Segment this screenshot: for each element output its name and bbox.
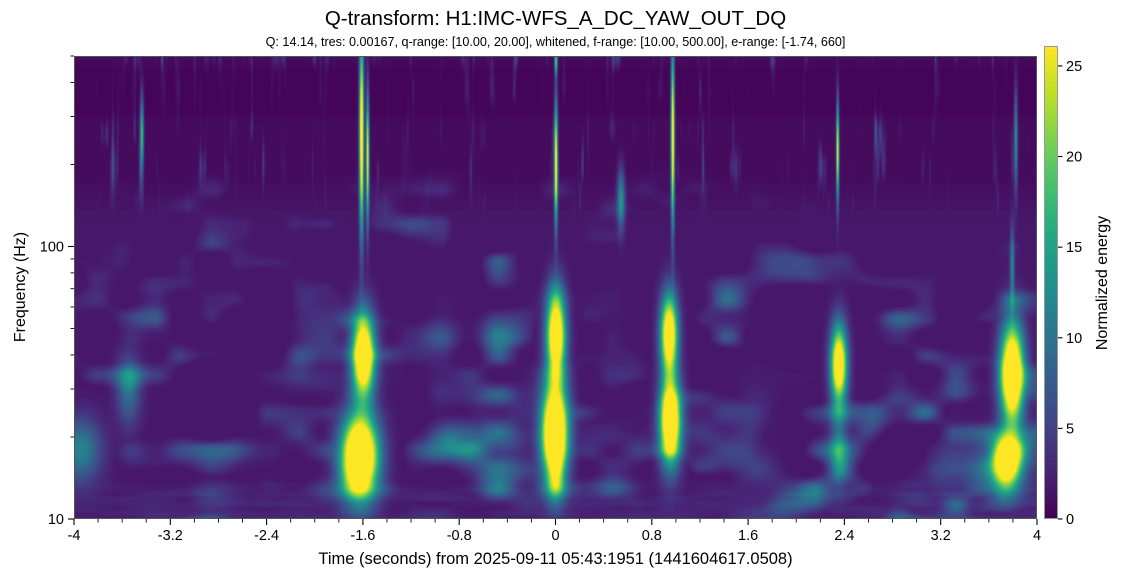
x-tick-label: -4 bbox=[68, 528, 81, 544]
colorbar-tick-label: 15 bbox=[1066, 240, 1082, 256]
x-tick-label: 4 bbox=[1033, 528, 1041, 544]
colorbar-tick-label: 0 bbox=[1066, 512, 1074, 528]
x-tick-label: 0.8 bbox=[642, 528, 662, 544]
colorbar-tick-label: 25 bbox=[1066, 59, 1082, 75]
x-axis-label: Time (seconds) from 2025-09-11 05:43:195… bbox=[318, 550, 793, 568]
plot-title: Q-transform: H1:IMC-WFS_A_DC_YAW_OUT_DQ bbox=[324, 7, 787, 30]
colorbar-gradient bbox=[1044, 46, 1058, 519]
x-tick-label: 2.4 bbox=[834, 528, 854, 544]
colorbar-tick-label: 10 bbox=[1066, 331, 1082, 347]
colorbar-tick-label: 20 bbox=[1066, 150, 1082, 166]
colorbar-tick-label: 5 bbox=[1066, 421, 1074, 437]
spectrogram-heatmap bbox=[74, 56, 1037, 519]
y-tick-label: 10 bbox=[48, 512, 64, 528]
x-tick-label: -2.4 bbox=[254, 528, 279, 544]
plot-subtitle: Q: 14.14, tres: 0.00167, q-range: [10.00… bbox=[265, 35, 846, 49]
x-tick-label: -0.8 bbox=[447, 528, 472, 544]
x-tick-label: 0 bbox=[551, 528, 559, 544]
colorbar-label: Normalized energy bbox=[1094, 215, 1111, 351]
y-tick-label: 100 bbox=[40, 239, 64, 255]
x-tick-label: 3.2 bbox=[931, 528, 951, 544]
x-tick-label: 1.6 bbox=[738, 528, 758, 544]
x-tick-label: -1.6 bbox=[350, 528, 375, 544]
y-axis-label: Frequency (Hz) bbox=[12, 231, 29, 343]
x-tick-label: -3.2 bbox=[158, 528, 183, 544]
